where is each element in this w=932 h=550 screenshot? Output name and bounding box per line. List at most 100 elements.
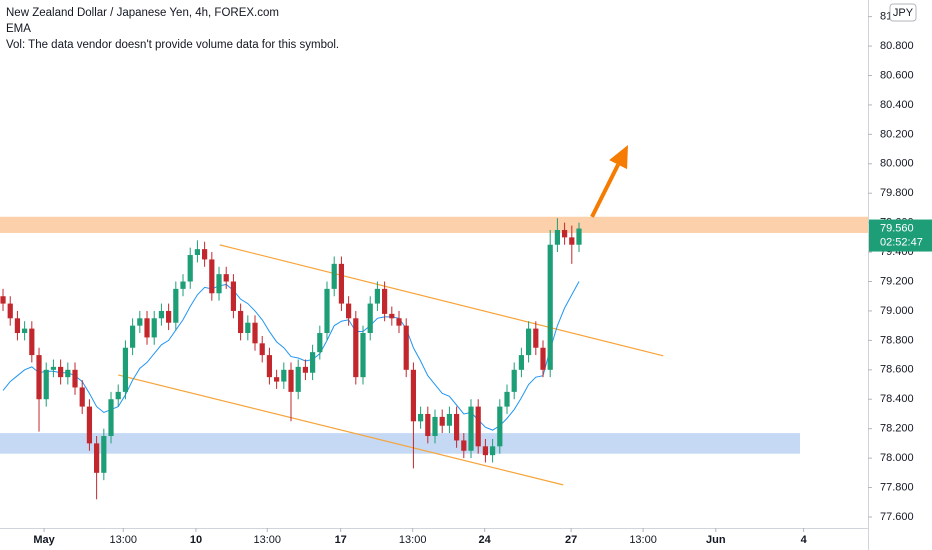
candle-body	[202, 249, 208, 260]
x-tick-label: 4	[801, 534, 808, 546]
candle-body	[266, 355, 273, 378]
countdown-label: 02:52:47	[880, 236, 923, 248]
candle-body	[79, 387, 85, 407]
candle-body	[310, 352, 316, 373]
x-tick-label: May	[33, 534, 55, 546]
y-tick-label: 78.800	[880, 334, 914, 346]
indicator-label: EMA	[6, 23, 31, 35]
x-tick-label: 13:00	[253, 534, 281, 546]
candle-body	[432, 416, 438, 437]
candle-body	[295, 366, 301, 392]
y-tick-label: 80.000	[880, 158, 914, 170]
candle-body	[403, 325, 409, 370]
y-tick-label: 80.200	[880, 128, 914, 140]
candle-body	[274, 377, 280, 382]
candle-body	[468, 406, 474, 451]
candle-body	[7, 303, 13, 319]
y-tick-label: 80.600	[880, 69, 914, 81]
candle-body	[382, 288, 388, 314]
candle-body	[360, 333, 366, 378]
candle-body	[533, 328, 539, 348]
x-tick-label: 17	[335, 534, 347, 546]
candle-body	[374, 288, 381, 304]
candle-body	[108, 399, 114, 437]
candle-body	[389, 313, 395, 319]
x-tick-label: 24	[479, 534, 492, 546]
arrow-head	[609, 144, 628, 170]
candle-body	[569, 237, 575, 245]
candle-body	[14, 318, 21, 334]
candle-body	[72, 369, 78, 388]
candle-body	[547, 244, 553, 370]
x-tick-label: 10	[190, 534, 202, 546]
candle-body	[454, 413, 460, 441]
candle-body	[425, 413, 431, 437]
candle-body	[353, 318, 359, 378]
y-tick-label: 77.800	[880, 481, 914, 493]
candle-body	[223, 274, 229, 282]
candle-body	[338, 263, 345, 304]
candle-body	[317, 333, 323, 353]
candle-body	[504, 391, 510, 407]
candle-body	[209, 259, 215, 294]
candle-body	[288, 369, 294, 392]
y-tick-label: 79.800	[880, 187, 914, 199]
candle-body	[43, 369, 49, 400]
candle-body	[180, 281, 186, 289]
candle-body	[490, 446, 496, 456]
last-price-tag	[869, 219, 932, 252]
support-zone	[0, 433, 801, 454]
x-tick-label: 13:00	[109, 534, 137, 546]
y-tick-label: 78.600	[880, 364, 914, 376]
candle-body	[187, 255, 193, 282]
candle-body	[230, 281, 237, 311]
candle-body	[58, 366, 64, 378]
channel-line	[118, 374, 564, 486]
candle-body	[396, 318, 402, 326]
candle-body	[259, 343, 265, 356]
candle-body	[511, 369, 517, 392]
candle-body	[115, 391, 121, 400]
x-tick-label: 13:00	[399, 534, 427, 546]
y-tick-label: 80.400	[880, 99, 914, 111]
ema-line	[2, 281, 580, 431]
y-tick-label: 78.200	[880, 423, 914, 435]
candle-body	[151, 318, 157, 338]
x-tick-label: Jun	[706, 534, 726, 546]
candle-body	[518, 355, 525, 370]
candle-body	[281, 369, 287, 382]
candle-body	[367, 303, 373, 334]
arrow-shaft	[590, 163, 620, 218]
resistance-band	[0, 216, 868, 233]
candle-body	[562, 230, 568, 238]
candle-body	[29, 328, 35, 356]
candle-body	[137, 318, 143, 326]
y-tick-label: 78.400	[880, 393, 914, 405]
volume-note: Vol: The data vendor doesn't provide vol…	[6, 39, 339, 51]
channel-line	[219, 244, 664, 357]
candle-body	[238, 310, 244, 334]
candle-body	[576, 228, 582, 245]
currency-label: JPY	[893, 7, 914, 19]
candle-body	[497, 406, 503, 447]
y-tick-label: 77.600	[880, 511, 914, 523]
candle-body	[526, 328, 532, 356]
candle-body	[252, 322, 258, 344]
candle-body	[410, 369, 417, 422]
y-tick-label: 79.000	[880, 305, 914, 317]
candle-body	[101, 436, 107, 473]
candle-body	[216, 274, 222, 294]
candle-body	[302, 366, 309, 373]
candle-body	[50, 366, 57, 370]
candle-body	[461, 440, 467, 451]
y-tick-label: 79.200	[880, 275, 914, 287]
candle-body	[554, 230, 561, 245]
candle-body	[94, 443, 100, 473]
candle-body	[122, 347, 129, 392]
x-tick-label: 27	[565, 534, 577, 546]
candle-body	[324, 288, 330, 334]
candle-body	[439, 416, 445, 426]
candle-body	[482, 446, 489, 456]
candle-body	[446, 413, 453, 426]
